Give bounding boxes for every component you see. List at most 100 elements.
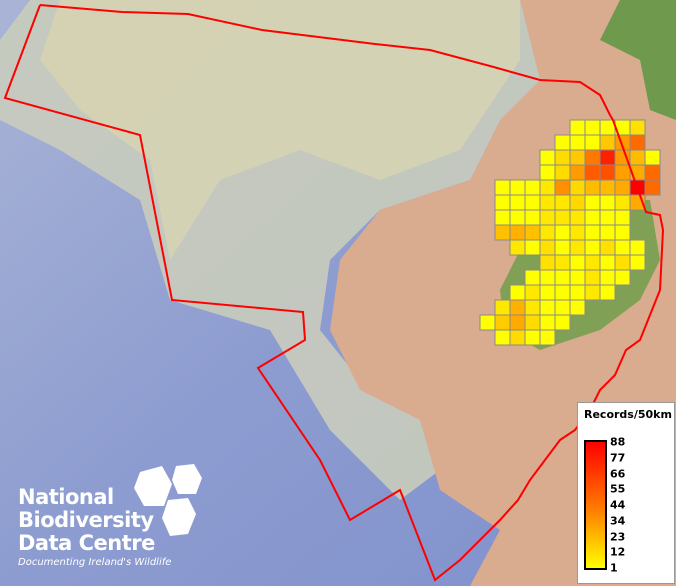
grid-cell — [494, 299, 511, 316]
grid-cell — [509, 284, 526, 301]
grid-cell — [614, 194, 631, 211]
grid-cell — [554, 224, 571, 241]
grid-cell — [629, 149, 646, 166]
logo-tagline: Documenting Ireland's Wildlife — [18, 557, 172, 568]
grid-cell — [524, 284, 541, 301]
grid-cell — [539, 329, 556, 346]
legend-title: Records/50km — [584, 408, 672, 421]
grid-cell — [584, 179, 601, 196]
grid-cell — [494, 194, 511, 211]
boundary-line — [3, 4, 665, 582]
grid-cell — [524, 239, 541, 256]
grid-cell — [584, 269, 601, 286]
grid-cell — [539, 314, 556, 331]
grid-cell — [554, 134, 571, 151]
grid-cell — [524, 194, 541, 211]
legend-tick-label: 23 — [610, 530, 626, 543]
grid-cell — [494, 179, 511, 196]
grid-cell — [539, 224, 556, 241]
legend-tick-label: 44 — [610, 498, 626, 512]
grid-cell — [584, 194, 601, 211]
grid-cell — [494, 224, 511, 241]
grid-cell — [509, 314, 526, 331]
grid-cell — [629, 134, 646, 151]
grid-cell — [524, 179, 541, 196]
legend-color-ramp — [584, 440, 607, 570]
grid-cell — [644, 149, 661, 166]
logo-hexagon-icons — [134, 464, 202, 536]
logo-line2: Biodiversity — [18, 508, 154, 532]
grid-cell — [509, 329, 526, 346]
grid-cell — [509, 224, 526, 241]
grid-cell — [569, 119, 586, 136]
grid-cell — [614, 254, 631, 271]
legend-tick-label: 66 — [610, 467, 626, 480]
grid-cell — [584, 254, 601, 271]
legend: Records/50km 88 77 66 55 44 34 23 12 1 — [577, 402, 675, 584]
grid-cell — [644, 179, 661, 196]
grid-cell — [539, 179, 556, 196]
grid-cell — [524, 209, 541, 226]
grid-cell — [554, 254, 571, 271]
grid-cell — [554, 299, 571, 316]
grid-cell — [524, 329, 541, 346]
grid-cell — [524, 269, 541, 286]
grid-cell — [569, 149, 586, 166]
grid-cell — [614, 224, 631, 241]
grid-cell — [554, 149, 571, 166]
grid-cell — [599, 149, 616, 166]
grid-cell — [599, 209, 616, 226]
grid-cell — [569, 134, 586, 151]
grid-cell — [554, 194, 571, 211]
grid-cell — [554, 179, 571, 196]
grid-cell — [539, 254, 556, 271]
grid-cell — [554, 209, 571, 226]
plant-icon — [134, 466, 172, 506]
grid-cell — [539, 269, 556, 286]
grid-cell — [569, 239, 586, 256]
grid-cell — [614, 209, 631, 226]
legend-tick-label: 1 — [610, 561, 618, 575]
grid-cell — [599, 284, 616, 301]
grid-cell — [584, 119, 601, 136]
legend-tick-label: 88 — [610, 435, 626, 449]
grid-cell — [539, 239, 556, 256]
grid-cell — [509, 179, 526, 196]
grid-cell — [554, 239, 571, 256]
grid-cell — [584, 224, 601, 241]
grid-cell — [569, 209, 586, 226]
legend-tick-label: 77 — [610, 451, 626, 465]
grid-cell — [629, 119, 646, 136]
shallow-shelf — [40, 0, 520, 260]
grid-cell — [584, 209, 601, 226]
grid-cell — [539, 299, 556, 316]
grid-cell — [629, 239, 646, 256]
grid-cell — [584, 284, 601, 301]
grid-cell — [584, 239, 601, 256]
grid-cell — [524, 224, 541, 241]
grid-cell — [509, 239, 526, 256]
legend-tick-label: 55 — [610, 482, 626, 496]
grid-cell — [569, 284, 586, 301]
grid-cell — [554, 284, 571, 301]
butterfly-icon — [172, 464, 202, 494]
grid-cell — [599, 269, 616, 286]
grid-cell — [569, 299, 586, 316]
grid-cell — [599, 134, 616, 151]
grid-cell — [524, 314, 541, 331]
grid-cell — [554, 314, 571, 331]
grid-cell — [554, 164, 571, 181]
grid-cell — [539, 209, 556, 226]
grid-cell — [539, 149, 556, 166]
grid-cell — [629, 254, 646, 271]
grid-cell — [524, 299, 541, 316]
grid-cell — [479, 314, 496, 331]
seahorse-icon — [162, 498, 196, 536]
grid-cell — [569, 179, 586, 196]
grid-cell — [614, 179, 631, 196]
grid-cell — [614, 164, 631, 181]
grid-cell — [494, 314, 511, 331]
grid-cell — [539, 284, 556, 301]
grid-cell — [644, 164, 661, 181]
grid-cell — [599, 194, 616, 211]
